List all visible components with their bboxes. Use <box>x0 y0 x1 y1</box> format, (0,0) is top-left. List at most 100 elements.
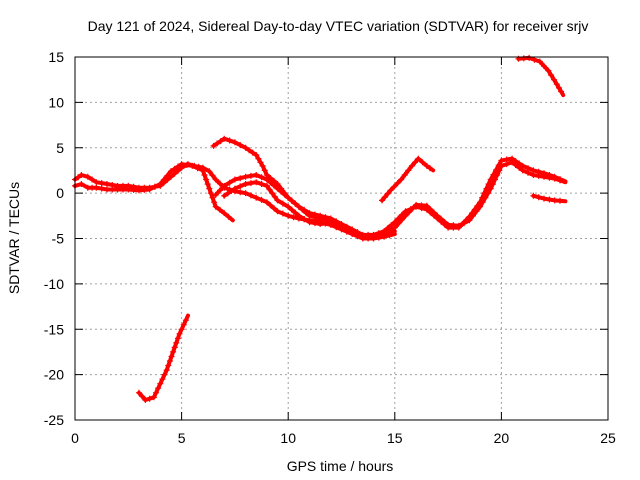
data-point <box>183 162 190 168</box>
data-point <box>201 172 208 178</box>
y-tick-label: -10 <box>44 276 64 292</box>
data-point <box>253 172 260 178</box>
data-point <box>211 199 218 206</box>
y-tick-label: 5 <box>56 140 64 156</box>
data-point <box>519 167 526 174</box>
data-point <box>311 214 318 221</box>
data-point <box>278 185 285 192</box>
data-point <box>242 173 249 180</box>
data-point <box>203 176 210 183</box>
data-point <box>217 187 223 194</box>
data-point <box>261 167 268 174</box>
y-tick-label: -15 <box>44 321 64 337</box>
x-tick-label: 0 <box>71 430 79 446</box>
data-point <box>157 380 164 387</box>
data-point <box>418 202 425 209</box>
data-point <box>541 195 547 202</box>
data-point <box>295 212 302 219</box>
data-point <box>153 389 159 396</box>
data-point <box>221 182 228 189</box>
data-point <box>557 177 563 184</box>
data-point <box>263 182 270 189</box>
data-point <box>498 162 505 169</box>
data-point <box>178 326 185 333</box>
data-point <box>292 200 299 207</box>
data-point <box>212 176 219 183</box>
series-line <box>213 156 568 237</box>
data-point <box>224 190 231 197</box>
data-point <box>142 397 149 403</box>
data-point <box>386 227 393 234</box>
data-point <box>535 194 542 201</box>
data-point <box>104 181 110 187</box>
data-point <box>166 358 173 364</box>
data-point <box>408 162 415 169</box>
tick-marks <box>74 56 609 421</box>
data-point <box>258 181 265 187</box>
data-point <box>295 203 302 210</box>
y-tick-label: 0 <box>56 185 64 201</box>
data-point <box>466 217 473 224</box>
data-point <box>430 209 437 216</box>
data-point <box>516 164 523 171</box>
data-point <box>212 203 219 210</box>
data-point <box>217 180 223 187</box>
data-point <box>299 206 306 213</box>
x-tick-label: 15 <box>387 430 403 446</box>
data-point <box>189 162 196 169</box>
data-point <box>548 72 555 79</box>
data-point <box>151 183 158 190</box>
data-point <box>441 218 448 225</box>
data-point <box>170 348 177 355</box>
data-point <box>75 174 82 181</box>
data-point <box>93 179 100 186</box>
data-point <box>290 214 297 221</box>
data-point <box>381 194 388 201</box>
x-tick-label: 5 <box>178 430 186 446</box>
y-tick-label: -5 <box>52 231 65 247</box>
data-point <box>487 185 494 192</box>
data-point <box>557 197 563 204</box>
data-point <box>120 186 126 193</box>
data-point <box>228 188 235 194</box>
data-point <box>402 212 409 219</box>
data-point <box>247 172 254 179</box>
data-point <box>104 186 110 193</box>
data-point <box>246 147 253 154</box>
data-point <box>445 221 452 228</box>
data-point <box>210 142 217 149</box>
data-point <box>354 231 361 237</box>
data-point <box>231 139 238 146</box>
data-point <box>530 192 537 199</box>
data-point <box>288 197 295 204</box>
data-point <box>333 221 340 228</box>
data-point <box>423 162 430 169</box>
data-point <box>212 191 219 198</box>
data-point <box>477 203 484 210</box>
data-point <box>98 185 105 192</box>
y-axis-label: SDTVAR / TECUs <box>6 182 22 294</box>
data-point <box>317 221 324 227</box>
data-point <box>182 317 189 324</box>
data-point <box>249 149 256 156</box>
data-point <box>209 172 216 179</box>
series-trace-6 <box>379 155 436 204</box>
data-point <box>174 335 181 342</box>
data-point <box>485 190 492 197</box>
data-point <box>165 362 172 369</box>
data-point <box>89 176 96 183</box>
data-point <box>114 186 121 193</box>
data-point <box>163 367 170 374</box>
data-point <box>461 220 468 227</box>
x-tick-label: 20 <box>494 430 510 446</box>
data-point <box>279 210 286 217</box>
data-point <box>214 140 221 147</box>
data-point <box>263 172 270 178</box>
data-point <box>546 174 553 181</box>
data-point <box>199 167 206 174</box>
data-point <box>545 67 552 74</box>
data-point <box>206 185 213 192</box>
data-point <box>237 175 244 182</box>
data-point <box>384 190 391 197</box>
data-point <box>535 172 542 179</box>
